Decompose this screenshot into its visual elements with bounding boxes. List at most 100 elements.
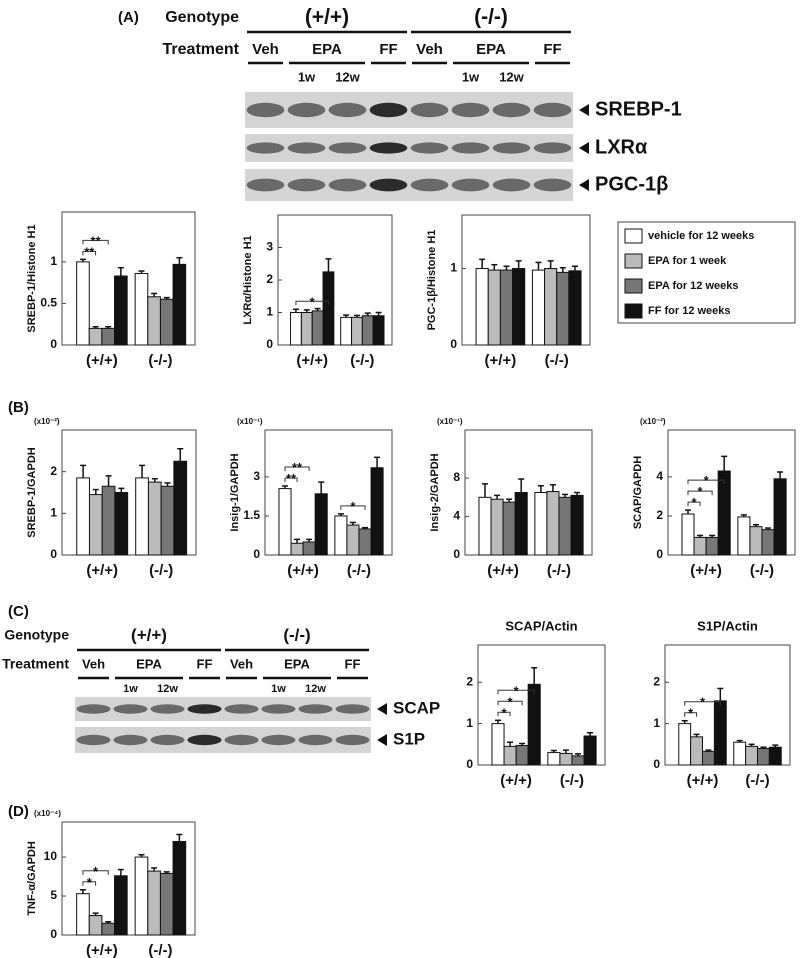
- bar: [678, 723, 692, 766]
- y-tick-label: 5: [50, 888, 57, 902]
- y-tick-label: 3: [253, 469, 260, 483]
- blot-band: [492, 178, 531, 192]
- bar: [159, 872, 174, 936]
- x-tick-label: (+/+): [86, 942, 118, 958]
- duration: 12w: [335, 69, 360, 84]
- blot-band: [113, 734, 148, 746]
- significance-label: *: [310, 294, 316, 309]
- significance-label: *: [698, 484, 704, 499]
- blot-band: [187, 704, 222, 714]
- bar: [340, 316, 353, 346]
- blot-band: [328, 142, 367, 154]
- bar: [302, 541, 316, 556]
- blot-band: [246, 178, 285, 192]
- bar: [490, 498, 504, 556]
- significance-label: *: [502, 705, 508, 720]
- x-tick-label: (+/+): [687, 772, 719, 789]
- bar: [76, 261, 90, 346]
- plot-frame: [667, 429, 796, 556]
- y-axis-label: TNF-α/GAPDH: [26, 841, 38, 916]
- bar: [702, 750, 715, 766]
- x-tick-label: (-/-): [560, 772, 584, 789]
- plot-frame: [477, 644, 606, 766]
- genotype: (-/-): [474, 6, 508, 29]
- bar: [135, 477, 149, 556]
- bar: [571, 755, 585, 766]
- duration: 12w: [305, 683, 326, 695]
- treatment: Veh: [230, 656, 253, 671]
- bar: [290, 542, 304, 556]
- bar: [558, 496, 572, 556]
- y-axis-label: LXRα/Histone H1: [242, 235, 254, 324]
- bar: [761, 529, 775, 556]
- bar: [559, 752, 573, 766]
- y-tick-label: 2: [653, 674, 660, 688]
- blot-band: [224, 704, 259, 714]
- significance-bracket: [284, 477, 298, 482]
- y-tick-label: 0: [50, 927, 57, 941]
- arrowhead: [579, 104, 589, 116]
- bar: [346, 524, 360, 556]
- legend-swatch: [624, 228, 643, 244]
- x-tick-label: (-/-): [149, 562, 173, 579]
- x-tick-label: (-/-): [750, 562, 774, 579]
- significance-label: **: [84, 244, 95, 259]
- x-tick-label: (+/+): [485, 352, 517, 369]
- panel-label: (B): [8, 399, 29, 416]
- axis-multiplier: (x10⁻²): [640, 417, 666, 426]
- panel-label: (C): [8, 603, 29, 620]
- blot-band: [76, 734, 111, 746]
- bar: [101, 922, 116, 936]
- x-tick-label: (+/+): [690, 562, 722, 579]
- axis-multiplier: (x10⁻¹): [237, 417, 263, 426]
- bar: [491, 723, 505, 766]
- bar: [114, 492, 129, 556]
- bar: [370, 467, 384, 556]
- blot-band: [261, 734, 296, 746]
- band-label: S1P: [393, 729, 425, 748]
- legend-swatch: [624, 303, 643, 319]
- x-tick-label: (+/+): [500, 772, 532, 789]
- y-tick-label: 1: [50, 254, 57, 268]
- bar: [88, 915, 103, 936]
- y-tick-label: 1: [266, 305, 273, 319]
- blot-band: [328, 102, 367, 118]
- significance-label: *: [692, 495, 698, 510]
- treatment: EPA: [284, 656, 310, 671]
- bar: [147, 481, 162, 556]
- chart-title: SCAP/Actin: [505, 618, 577, 633]
- y-tick-label: 0: [450, 337, 457, 351]
- plot-frame: [461, 214, 591, 346]
- y-tick-label: 4: [656, 469, 663, 483]
- blot-band: [410, 142, 449, 154]
- blot-band: [298, 734, 333, 746]
- duration: 1w: [123, 683, 138, 695]
- band-label: SCAP: [393, 698, 440, 717]
- blot-band: [492, 142, 531, 154]
- bar: [737, 516, 751, 556]
- bar: [322, 271, 335, 346]
- bar: [134, 856, 149, 936]
- blot-band: [410, 102, 449, 118]
- genotype: (-/-): [283, 625, 310, 644]
- bar: [358, 528, 372, 556]
- blot-band: [492, 102, 531, 118]
- y-tick-label: 0: [253, 547, 260, 561]
- legend-label: FF for 12 weeks: [648, 305, 731, 317]
- genotype: (+/+): [305, 6, 349, 29]
- bar: [172, 840, 187, 936]
- duration: 1w: [271, 683, 286, 695]
- blot-band: [369, 102, 408, 118]
- treatment: FF: [543, 41, 561, 58]
- y-tick-label: 0: [266, 337, 273, 351]
- significance-bracket: [687, 490, 713, 496]
- blot-band: [246, 142, 285, 154]
- panel-label: (A): [118, 9, 139, 26]
- panel-label: (D): [8, 803, 29, 820]
- y-tick-label: 0: [50, 337, 57, 351]
- bar: [114, 275, 128, 346]
- genotype: (+/+): [131, 625, 167, 644]
- bar: [547, 752, 561, 766]
- bar: [147, 870, 161, 936]
- bar: [300, 312, 313, 346]
